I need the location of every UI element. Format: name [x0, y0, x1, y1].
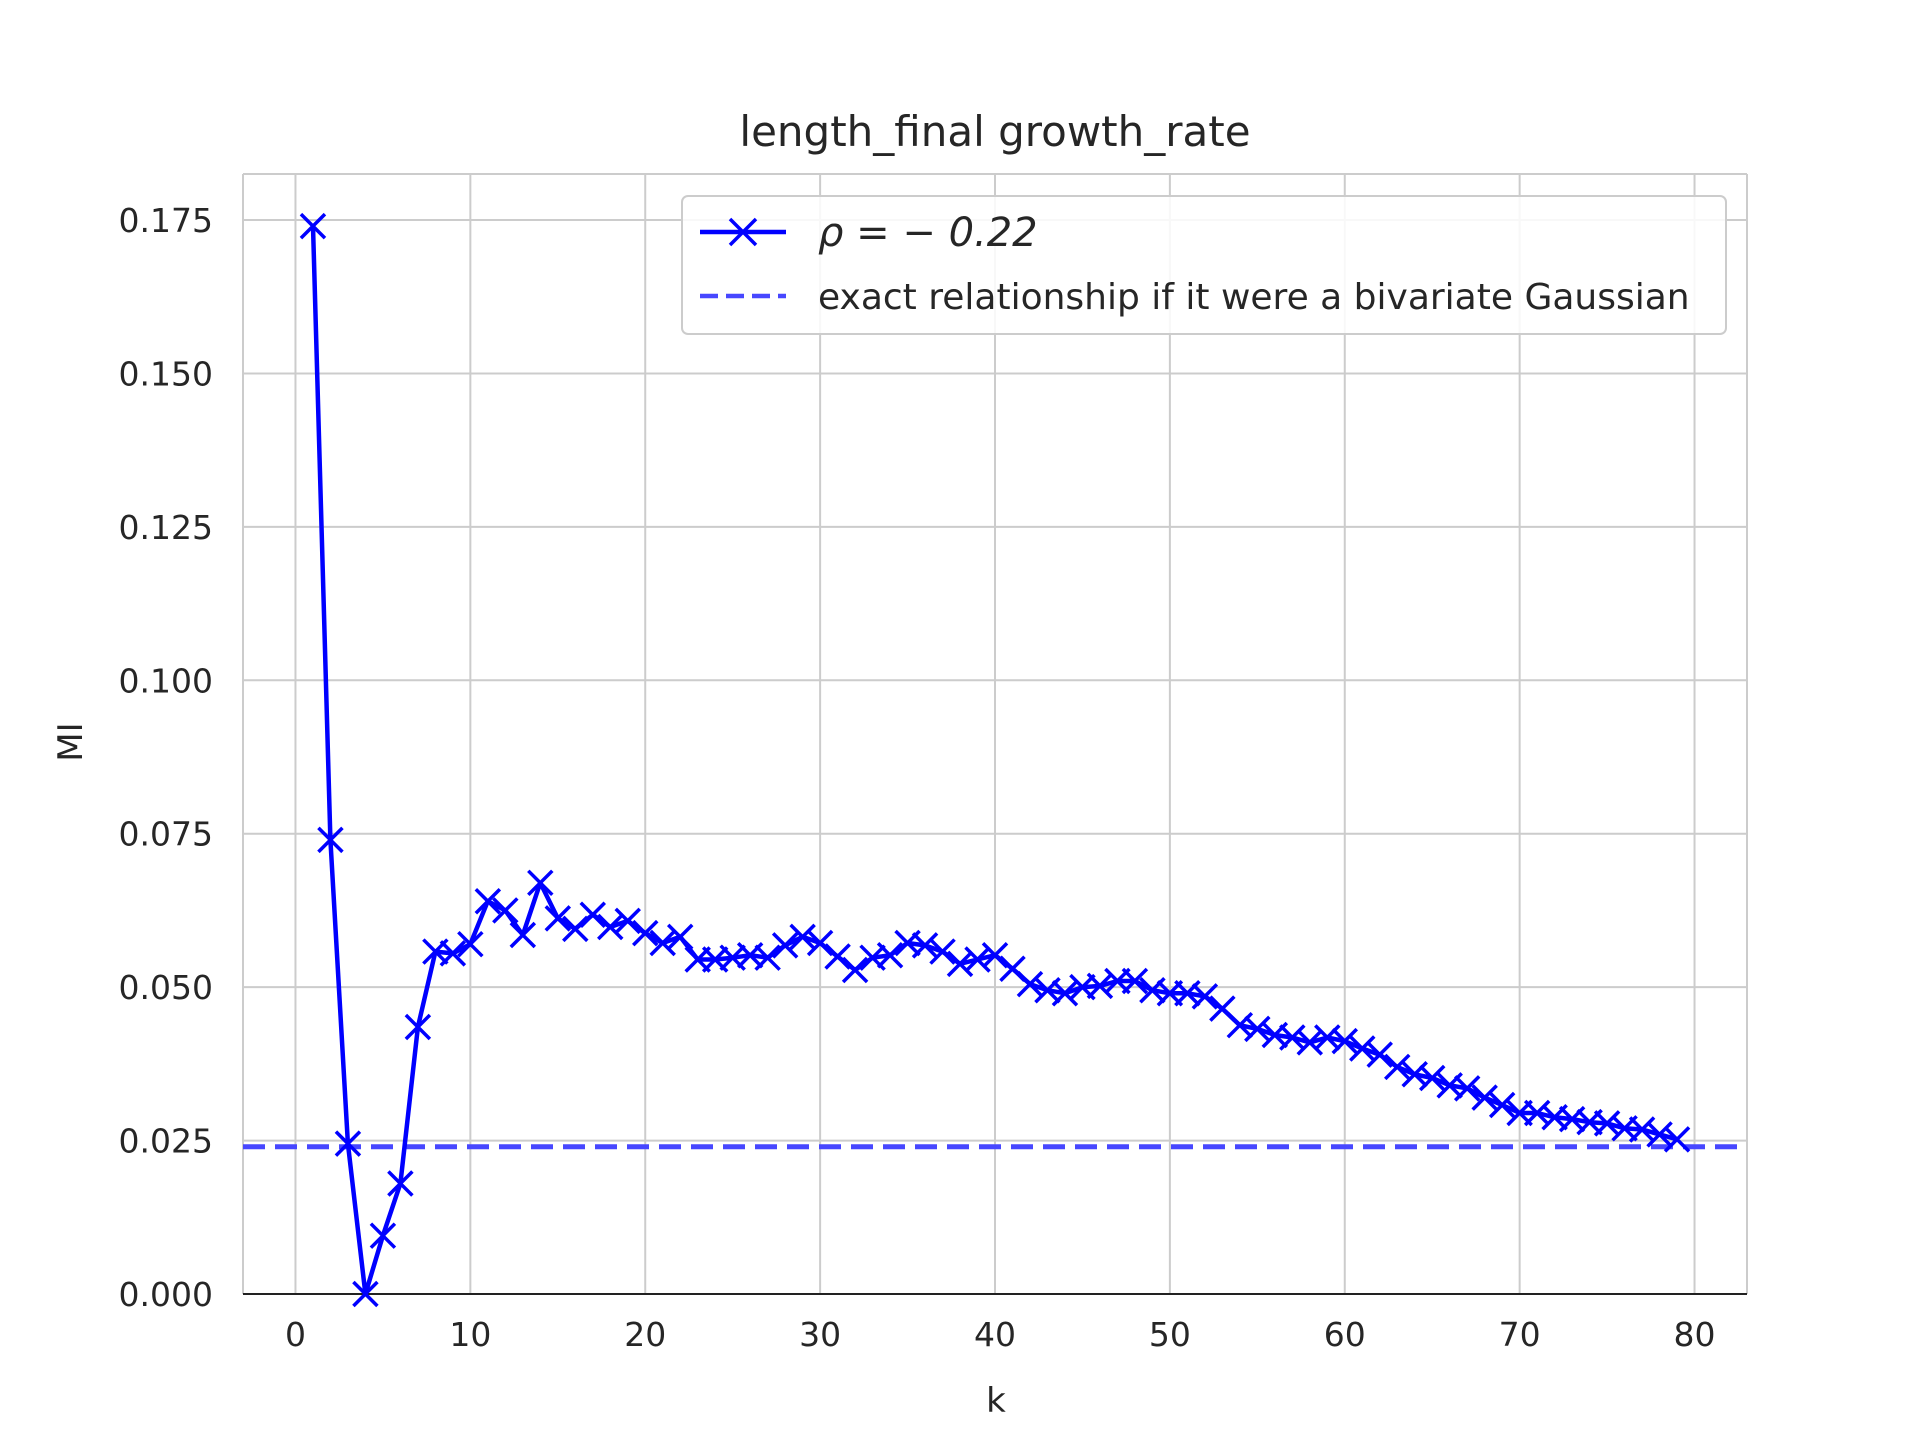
x-tick-label: 40 — [974, 1315, 1016, 1354]
data-point-marker — [1244, 1015, 1271, 1043]
data-point-marker — [876, 942, 904, 969]
legend-frame — [681, 195, 1727, 335]
x-tick-label: 0 — [285, 1315, 306, 1354]
data-point-marker — [1488, 1091, 1516, 1119]
data-point-marker — [597, 913, 624, 941]
data-point-marker — [771, 932, 799, 959]
data-point-marker — [387, 1170, 414, 1197]
data-point-marker — [1121, 967, 1149, 995]
y-tick-label: 0.100 — [119, 661, 213, 700]
data-point-marker — [317, 826, 344, 854]
data-point-marker — [1331, 1027, 1359, 1055]
data-point-marker — [1051, 980, 1079, 1007]
data-point-marker — [1349, 1035, 1376, 1062]
data-point-marker — [946, 950, 974, 978]
data-point-marker — [614, 907, 641, 935]
x-tick-label: 60 — [1324, 1315, 1366, 1354]
y-tick-label: 0.075 — [119, 815, 213, 854]
legend-label-gaussian: exact relationship if it were a bivariat… — [818, 277, 1690, 318]
data-point-marker — [299, 212, 327, 240]
y-tick-label: 0.050 — [119, 968, 213, 1007]
plot-area — [242, 173, 1748, 1308]
x-axis-ticks: 0 10 20 30 40 50 60 70 80 — [285, 1315, 1716, 1354]
data-point-marker — [1453, 1075, 1481, 1102]
data-point-marker — [474, 887, 502, 915]
data-point-marker — [929, 938, 956, 965]
x-tick-label: 10 — [449, 1315, 491, 1354]
data-point-marker — [1296, 1029, 1324, 1056]
legend-marker-x — [728, 217, 758, 247]
x-tick-label: 80 — [1674, 1315, 1716, 1354]
data-point-marker — [1279, 1024, 1306, 1051]
data-point-marker — [631, 919, 659, 947]
data-point-marker — [806, 929, 834, 957]
series-layer — [243, 212, 1747, 1308]
data-point-marker — [369, 1222, 397, 1249]
data-point-marker — [1471, 1084, 1498, 1111]
data-point-marker — [1016, 970, 1044, 998]
data-point-marker — [457, 930, 484, 958]
data-point-marker — [404, 1013, 432, 1041]
data-point-marker — [824, 943, 851, 970]
data-point-marker — [841, 956, 869, 984]
data-point-marker — [439, 940, 467, 967]
y-tick-label: 0.125 — [119, 508, 213, 547]
data-point-marker — [492, 897, 519, 924]
y-tick-label: 0.175 — [119, 201, 213, 240]
legend-label-series: ρ = − 0.22 — [818, 210, 1038, 256]
x-axis-label: k — [986, 1381, 1006, 1421]
legend-entry-series: ρ = − 0.22 — [700, 210, 1038, 256]
data-point-marker — [1383, 1053, 1411, 1081]
data-point-marker — [981, 942, 1009, 969]
y-axis-ticks: 0.000 0.025 0.050 0.075 0.100 0.125 0.150 0.175 — [119, 201, 213, 1314]
data-point-marker — [509, 921, 537, 949]
data-point-marker — [754, 944, 781, 971]
data-point-marker — [1523, 1099, 1551, 1127]
y-tick-label: 0.025 — [119, 1122, 213, 1161]
data-point-marker — [1628, 1116, 1656, 1143]
data-point-marker — [666, 923, 694, 951]
legend: ρ = − 0.22 exact relationship if it were… — [681, 195, 1727, 335]
data-point-marker — [352, 1280, 379, 1308]
data-point-marker — [1366, 1041, 1393, 1068]
x-tick-label: 20 — [624, 1315, 666, 1354]
data-point-marker — [1191, 983, 1219, 1010]
data-point-marker — [789, 923, 816, 951]
data-point-marker — [562, 915, 589, 943]
data-point-marker — [1593, 1110, 1621, 1137]
data-point-marker — [1086, 972, 1114, 1000]
x-tick-label: 70 — [1499, 1315, 1541, 1354]
y-axis-label: MI — [51, 722, 91, 761]
data-point-marker — [964, 946, 991, 973]
x-tick-label: 50 — [1149, 1315, 1191, 1354]
data-point-marker — [579, 901, 607, 928]
data-point-marker — [649, 929, 676, 957]
axes-spines — [242, 173, 1748, 1295]
data-point-marker — [527, 869, 554, 897]
data-point-marker — [911, 932, 939, 959]
data-point-marker — [1418, 1064, 1446, 1092]
y-tick-label: 0.000 — [119, 1275, 213, 1314]
data-point-marker — [544, 905, 572, 932]
y-tick-label: 0.150 — [119, 354, 213, 393]
data-point-marker — [1646, 1121, 1673, 1148]
chart-title: length_final growth_rate — [739, 107, 1250, 156]
data-point-marker — [334, 1130, 362, 1157]
x-tick-label: 30 — [799, 1315, 841, 1354]
legend-entry-gaussian: exact relationship if it were a bivariat… — [700, 277, 1690, 318]
data-point-marker — [1663, 1126, 1691, 1153]
